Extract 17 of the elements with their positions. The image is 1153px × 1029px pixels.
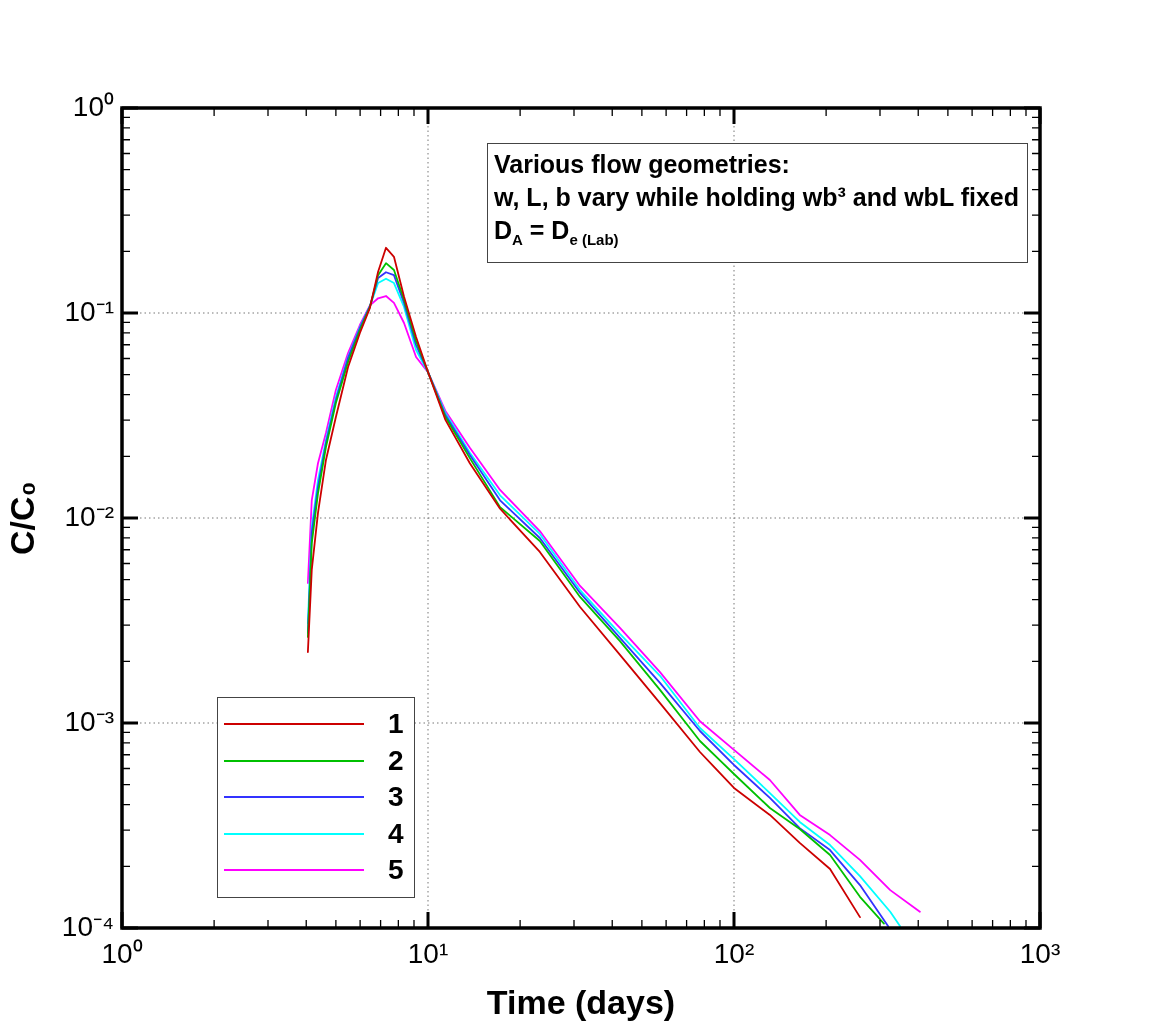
- annotation: w, L, b vary while holding wb³ and wbL fixed: [493, 182, 1019, 213]
- y-tick-label: 10⁻²: [64, 500, 114, 532]
- x-axis-title: Time (days): [486, 982, 676, 1021]
- annotation: D$_{A}$ = D$_{e (Lab)}$: [493, 215, 620, 250]
- y-tick-label: 10⁻³: [64, 705, 114, 737]
- legend-label: 4: [388, 817, 404, 850]
- y-tick-label: 10⁻¹: [64, 295, 114, 327]
- legend-label: 3: [388, 781, 404, 814]
- annotation: Various flow geometries:: [493, 149, 791, 180]
- x-tick-label: 10³: [1019, 937, 1061, 969]
- x-tick-label: 10¹: [407, 937, 449, 969]
- legend-label: 1: [388, 708, 404, 741]
- y-axis-title: C/C₀: [2, 481, 41, 555]
- x-tick-label: 10²: [713, 937, 755, 969]
- legend-label: 5: [388, 854, 404, 887]
- y-tick-label: 10⁰: [72, 90, 114, 122]
- legend-label: 2: [388, 744, 404, 777]
